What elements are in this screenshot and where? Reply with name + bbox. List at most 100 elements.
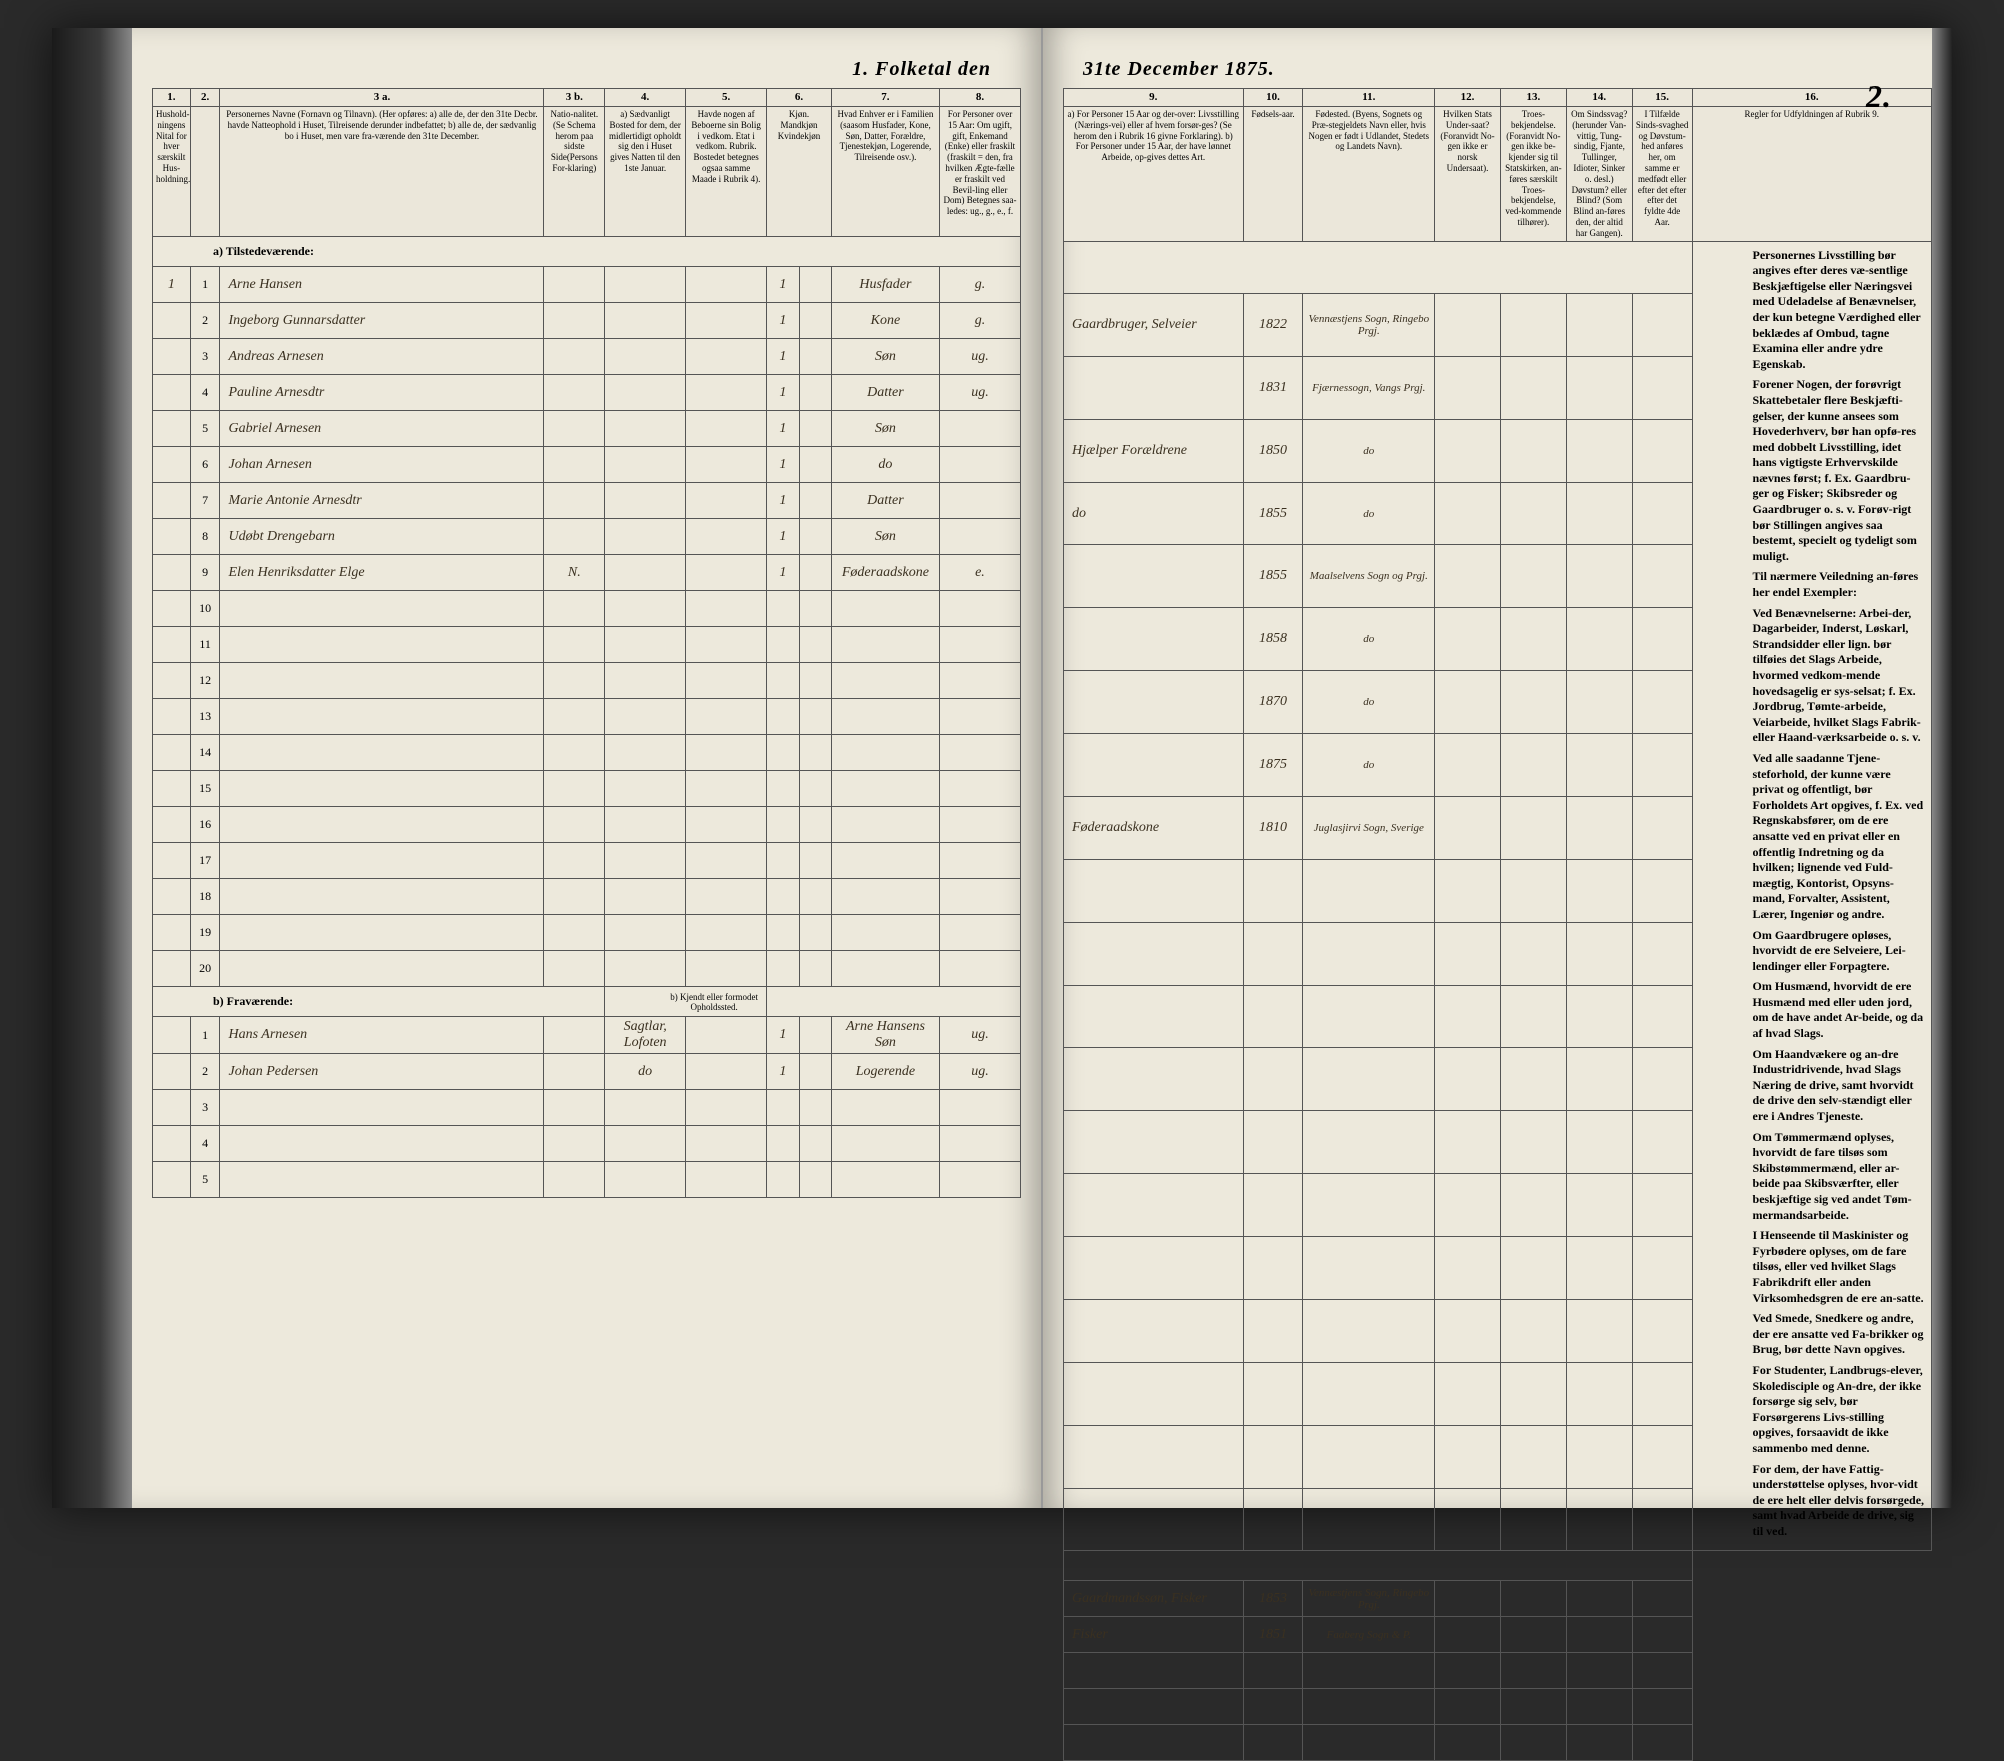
cell-occupation [1064, 1689, 1244, 1725]
census-ledger: 1. Folketal den 1. 2. 3 a. 3 b. 4. 5. [52, 28, 1952, 1508]
cell-status [939, 1126, 1020, 1162]
cell-c15 [1632, 1048, 1692, 1111]
cell-status [939, 699, 1020, 735]
cell-nationality [544, 411, 605, 447]
cell-c15 [1632, 482, 1692, 545]
cell-name [220, 591, 544, 627]
cell-sex-f [799, 375, 831, 411]
cell-c12 [1435, 1111, 1501, 1174]
cell-status [939, 843, 1020, 879]
header-3b: Natio-nalitet. (Se Schema herom paa sids… [544, 107, 605, 237]
cell-residence [605, 411, 686, 447]
cell-status: g. [939, 267, 1020, 303]
cell-family [831, 843, 939, 879]
cell-sex-f [799, 267, 831, 303]
cell-c15 [1632, 293, 1692, 356]
cell-nationality [544, 915, 605, 951]
cell-c14 [1566, 1425, 1632, 1488]
cell-c15 [1632, 608, 1692, 671]
cell-c13 [1500, 671, 1566, 734]
cell-c14 [1566, 859, 1632, 922]
cell-c13 [1500, 1237, 1566, 1300]
cell-family [831, 951, 939, 987]
cell-c13 [1500, 1362, 1566, 1425]
cell-c5 [686, 267, 767, 303]
header-4: a) Sædvanligt Bosted for dem, der midler… [605, 107, 686, 237]
colnum-8: 8. [939, 89, 1020, 107]
cell-household [153, 735, 191, 771]
cell-birthplace: do [1303, 482, 1435, 545]
header-11: Fødested. (Byens, Sognets og Præ-stegjel… [1303, 107, 1435, 242]
cell-status [939, 915, 1020, 951]
cell-birthyear [1243, 922, 1303, 985]
cell-name: Hans Arnesen [220, 1017, 544, 1054]
cell-rownum: 7 [190, 483, 220, 519]
cell-sex-f [799, 843, 831, 879]
cell-c5 [686, 1017, 767, 1054]
cell-sex-m [767, 771, 799, 807]
cell-birthyear: 1853 [1243, 1581, 1303, 1617]
census-table-right: 9. 10. 11. 12. 13. 14. 15. 16. a) For Pe… [1063, 88, 1932, 1761]
cell-birthyear: 1810 [1243, 796, 1303, 859]
cell-c12 [1435, 482, 1501, 545]
cell-nationality [544, 1126, 605, 1162]
colnum-9: 9. [1064, 89, 1244, 107]
cell-birthyear [1243, 985, 1303, 1048]
header-14: Om Sindssvag? (herunder Van-vittig, Tung… [1566, 107, 1632, 242]
cell-status [939, 951, 1020, 987]
cell-birthyear: 1822 [1243, 293, 1303, 356]
cell-sex-m [767, 915, 799, 951]
table-row: Gaardmandssøn, Fisker1853Vennæstjens Sog… [1064, 1581, 1932, 1617]
cell-c14 [1566, 1581, 1632, 1617]
cell-nationality: N. [544, 555, 605, 591]
cell-c14 [1566, 356, 1632, 419]
header-2 [190, 107, 220, 237]
cell-c14 [1566, 671, 1632, 734]
cell-family: Arne Hansens Søn [831, 1017, 939, 1054]
cell-name [220, 771, 544, 807]
cell-c14 [1566, 1362, 1632, 1425]
cell-c14 [1566, 545, 1632, 608]
cell-family [831, 591, 939, 627]
cell-birthyear: 1875 [1243, 734, 1303, 797]
title-right: 31te December 1875. 2. [1063, 58, 1932, 88]
cell-status [939, 519, 1020, 555]
cell-birthyear: 1855 [1243, 545, 1303, 608]
cell-residence [605, 1126, 686, 1162]
cell-residence [605, 843, 686, 879]
cell-c5 [686, 807, 767, 843]
cell-c12 [1435, 1725, 1501, 1761]
cell-rownum: 13 [190, 699, 220, 735]
cell-c15 [1632, 985, 1692, 1048]
cell-c13 [1500, 1425, 1566, 1488]
colnum-13: 13. [1500, 89, 1566, 107]
cell-c13 [1500, 1617, 1566, 1653]
table-row: 8Udøbt Drengebarn1Søn [153, 519, 1021, 555]
cell-residence: do [605, 1054, 686, 1090]
cell-nationality [544, 447, 605, 483]
cell-nationality [544, 483, 605, 519]
cell-family [831, 879, 939, 915]
colnum-3a: 3 a. [220, 89, 544, 107]
colnum-5: 5. [686, 89, 767, 107]
cell-birthplace [1303, 1653, 1435, 1689]
cell-residence: Sagtlar, Lofoten [605, 1017, 686, 1054]
cell-occupation [1064, 356, 1244, 419]
section-a-label: a) Tilstedeværende: [153, 237, 1021, 267]
cell-occupation [1064, 671, 1244, 734]
cell-birthyear: 1831 [1243, 356, 1303, 419]
cell-household [153, 1090, 191, 1126]
table-row: 3Andreas Arnesen1Sønug. [153, 339, 1021, 375]
cell-birthyear: 1858 [1243, 608, 1303, 671]
cell-name: Elen Henriksdatter Elge [220, 555, 544, 591]
cell-residence [605, 1162, 686, 1198]
cell-birthyear [1243, 859, 1303, 922]
cell-residence [605, 447, 686, 483]
cell-c12 [1435, 671, 1501, 734]
cell-sex-m [767, 591, 799, 627]
cell-c5 [686, 519, 767, 555]
cell-rownum: 16 [190, 807, 220, 843]
cell-status [939, 627, 1020, 663]
cell-c15 [1632, 1689, 1692, 1725]
cell-name [220, 879, 544, 915]
